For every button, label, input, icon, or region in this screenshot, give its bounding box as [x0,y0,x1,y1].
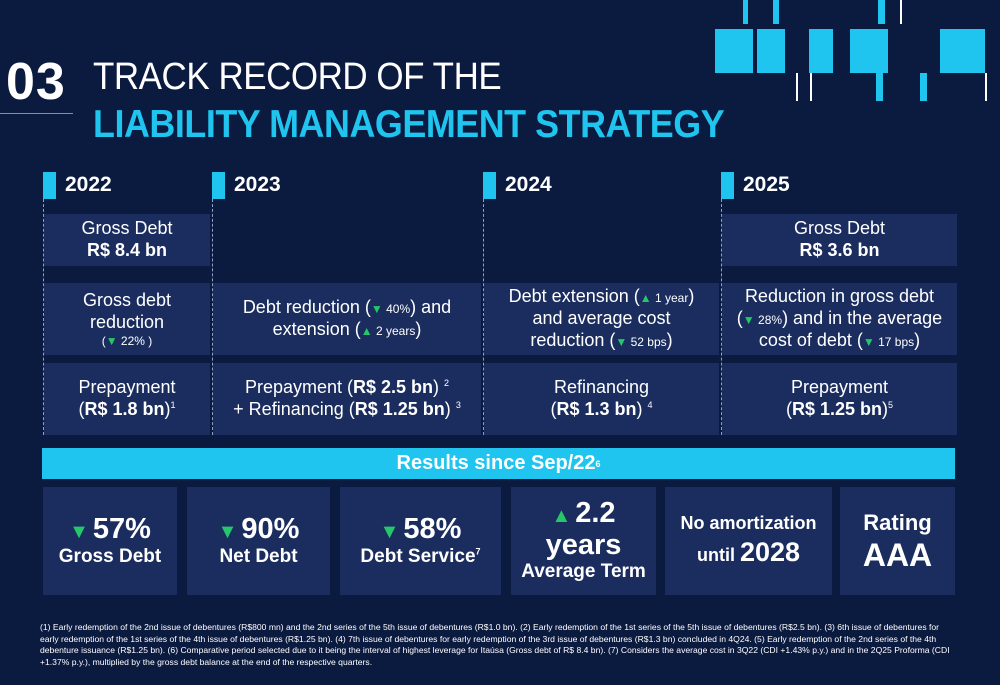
up-arrow-icon: ▲ [360,324,373,338]
year-header-2025: 2025 [721,171,790,199]
refinancing-line: + Refinancing (R$ 1.25 bn) 3 [233,399,461,419]
rating-value: AAA [862,536,933,573]
kpi-rating: Rating AAA [840,487,955,595]
gross-debt-2022-box: Gross Debt R$ 8.4 bn [44,214,210,266]
section-underline [0,113,73,114]
debt-reduction-2025-box: Reduction in gross debt (▼ 28%) and in t… [722,283,957,355]
reduction-line-3: cost of debt (▼ 17 bps) [758,329,921,350]
reduction-line-2: reduction [89,311,165,332]
timeline-divider [212,199,213,435]
down-arrow-icon: ▼ [69,520,89,543]
extension-line-3: reduction (▼ 52 bps) [530,329,673,350]
down-arrow-icon: ▼ [742,313,755,328]
kpi-average-term: ▲ 2.2 years Average Term [511,487,656,595]
results-title: Results since Sep/22 [396,452,596,474]
debt-extension-2024-box: Debt extension (▲ 1 year) and average co… [484,283,719,355]
year-marker [721,171,734,199]
timeline-divider [721,199,722,435]
no-amortization-line-1: No amortization [680,512,817,533]
down-arrow-icon: ▼ [217,520,238,543]
kpi-no-amortization: No amortization until 2028 [665,487,832,595]
kpi-value: 2.2 years [545,496,622,561]
year-label: 2023 [234,173,281,196]
timeline-divider [483,199,484,435]
section-number: 03 [6,53,66,111]
year-marker [483,171,496,199]
down-arrow-icon: ▼ [862,334,875,349]
reduction-line-2: (▼ 28%) and in the average [736,308,943,329]
prepayment-2022-box: Prepayment (R$ 1.8 bn)1 [44,363,210,435]
kpi-net-debt: ▼ 90% Net Debt [187,487,330,595]
year-label: 2025 [743,173,790,196]
kpi-label: Average Term [521,561,646,583]
down-arrow-icon: ▼ [370,302,383,317]
year-header-2022: 2022 [43,171,112,199]
extension-line-1: Debt extension (▲ 1 year) [508,286,695,307]
footnote: (1) Early redemption of the 2nd issue of… [40,622,950,668]
refinancing-label: Refinancing [553,377,650,398]
gross-debt-label: Gross Debt [81,218,173,239]
results-banner: Results since Sep/22 6 [42,448,955,479]
down-arrow-icon: ▼ [379,520,400,543]
extension-line-2: and average cost [532,308,671,329]
year-header-2024: 2024 [483,171,552,199]
debt-reduction-2023-box: Debt reduction (▼ 40%) and extension (▲ … [213,283,481,355]
kpi-label: Net Debt [219,545,298,567]
gross-debt-value: R$ 8.4 bn [86,240,168,260]
down-arrow-icon: ▼ [105,333,118,348]
kpi-label: Gross Debt [58,545,162,567]
prepayment-label: Prepayment [790,377,889,398]
debt-reduction-2022-box: Gross debt reduction (▼ 22% ) [44,283,210,355]
kpi-label: Debt Service [360,545,476,567]
gross-debt-2025-box: Gross Debt R$ 3.6 bn [722,214,957,266]
kpi-value: 58% [403,512,462,545]
up-arrow-icon: ▲ [551,504,572,527]
kpi-note: 7 [475,546,481,557]
rating-label: Rating [863,510,932,536]
year-marker [43,171,56,199]
reduction-line-1: Reduction in gross debt [744,286,935,307]
title-line-2: LIABILITY MANAGEMENT STRATEGY [93,103,725,146]
no-amortization-line-2: until 2028 [696,537,801,568]
down-arrow-icon: ▼ [615,334,628,349]
kpi-value: 90% [241,512,300,545]
reduction-line-2: extension (▲ 2 years) [272,319,422,339]
year-header-2023: 2023 [212,171,281,199]
prepayment-2025-box: Prepayment (R$ 1.25 bn)5 [722,363,957,435]
up-arrow-icon: ▲ [639,291,652,306]
reduction-pct-line: (▼ 22% ) [101,333,153,348]
refinancing-2024-box: Refinancing (R$ 1.3 bn) 4 [484,363,719,435]
prepayment-value-line: (R$ 1.25 bn)5 [785,399,894,419]
prepayment-line: Prepayment (R$ 2.5 bn) 2 [244,377,450,398]
prepayment-label: Prepayment [78,377,176,398]
title-line-1: TRACK RECORD OF THE [93,56,502,98]
timeline-divider [43,199,44,435]
refinancing-value-line: (R$ 1.3 bn) 4 [550,399,653,419]
year-marker [212,171,225,199]
reduction-line-1: Debt reduction (▼ 40%) and [242,297,452,318]
results-note: 6 [595,458,601,469]
kpi-gross-debt: ▼ 57% Gross Debt [43,487,177,595]
reduction-line-1: Gross debt [82,289,172,310]
prepayment-2023-box: Prepayment (R$ 2.5 bn) 2 + Refinancing (… [213,363,481,435]
year-label: 2024 [505,173,552,196]
gross-debt-label: Gross Debt [793,218,886,239]
kpi-value: 57% [92,512,151,545]
year-label: 2022 [65,173,112,196]
prepayment-value-line: (R$ 1.8 bn)1 [78,399,176,419]
gross-debt-value: R$ 3.6 bn [799,240,880,260]
kpi-debt-service: ▼ 58% Debt Service7 [340,487,501,595]
